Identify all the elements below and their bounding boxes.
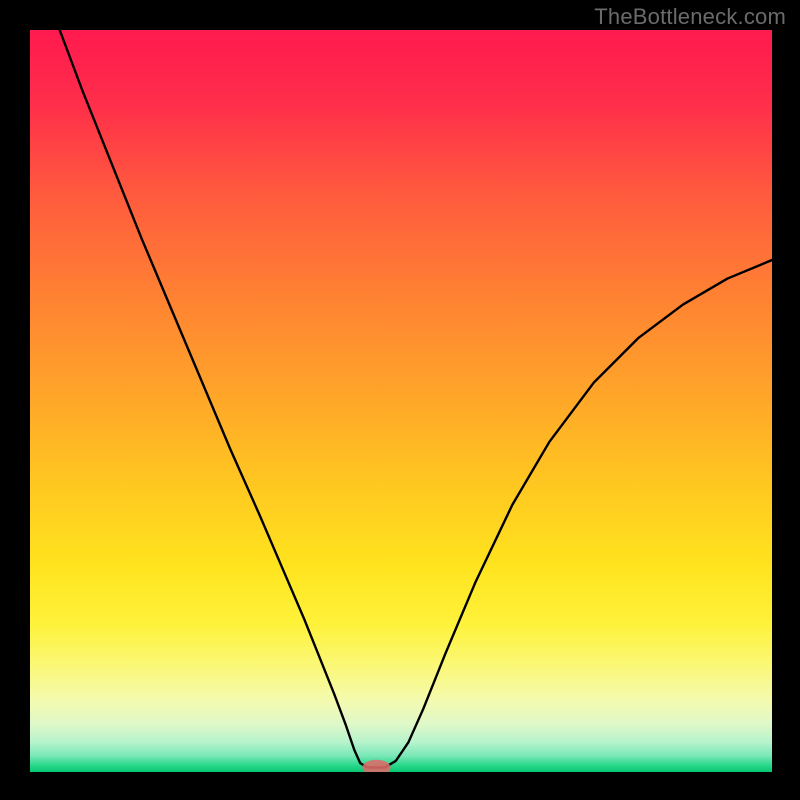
watermark-text: TheBottleneck.com <box>594 4 786 30</box>
plot-area <box>30 30 772 772</box>
chart-svg <box>30 30 772 772</box>
gradient-rect <box>30 30 772 772</box>
chart-frame: TheBottleneck.com <box>0 0 800 800</box>
